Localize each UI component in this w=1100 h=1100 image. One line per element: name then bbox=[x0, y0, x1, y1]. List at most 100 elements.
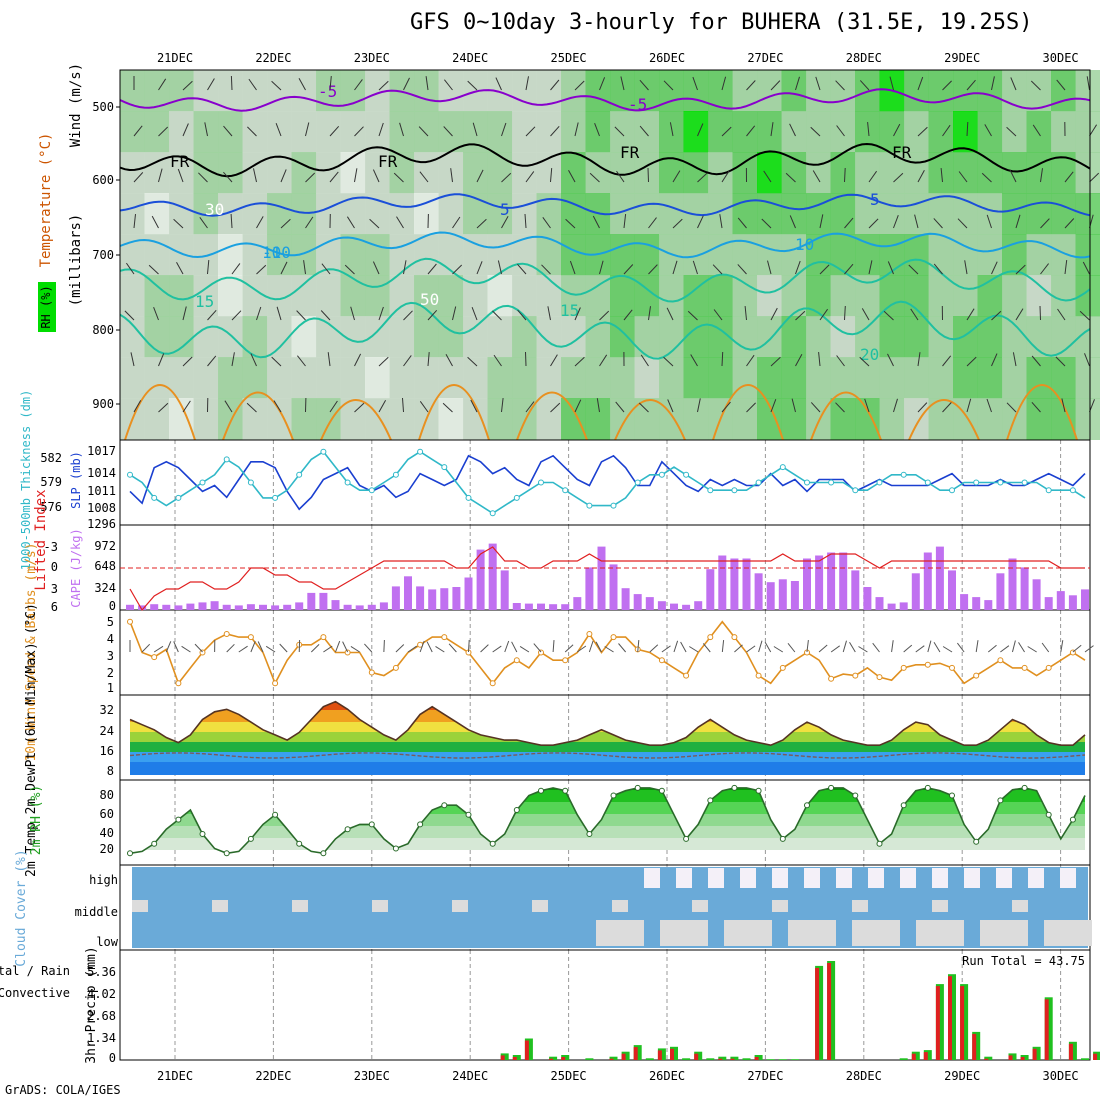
rh-cell bbox=[806, 357, 831, 399]
wind-barb bbox=[350, 306, 355, 321]
date-label-top: 24DEC bbox=[452, 51, 488, 65]
rh-cell bbox=[536, 316, 562, 358]
panel-frame bbox=[119, 439, 1091, 526]
rh-cell bbox=[830, 234, 856, 276]
date-label-top: 21DEC bbox=[157, 51, 193, 65]
wind-barb bbox=[182, 80, 193, 91]
wind-barb bbox=[966, 398, 972, 413]
wind-barb bbox=[427, 352, 430, 367]
rh-cell bbox=[953, 193, 978, 235]
wind-speed-line-point bbox=[538, 649, 544, 656]
precip-bar-convective bbox=[754, 1057, 759, 1060]
wind-barb bbox=[378, 400, 387, 413]
rh-cell bbox=[487, 193, 513, 235]
rh-line-point bbox=[272, 811, 279, 818]
wind-barb bbox=[690, 354, 698, 367]
cape-bar bbox=[827, 552, 836, 610]
wind-barb-10m bbox=[1000, 645, 1010, 653]
wind-barb-10m bbox=[872, 642, 880, 653]
cape-bar bbox=[391, 586, 400, 610]
wind-speed-line-point bbox=[828, 675, 835, 682]
wind-speed-line-point bbox=[562, 657, 569, 664]
wind-barb bbox=[663, 356, 674, 367]
cape-bar bbox=[863, 587, 872, 610]
wind-barb bbox=[789, 123, 796, 137]
wind-barb bbox=[280, 169, 287, 183]
wind-barb bbox=[713, 309, 723, 321]
wind-barb bbox=[492, 310, 502, 321]
wind-speed-line-point bbox=[489, 680, 496, 687]
wind-barb-10m bbox=[1018, 642, 1025, 653]
wind-barb bbox=[230, 75, 233, 91]
precip-bar-convective bbox=[730, 1058, 735, 1060]
wind-speed-line-point bbox=[586, 631, 593, 637]
wind-barb bbox=[198, 172, 208, 183]
wind-barb bbox=[721, 170, 730, 183]
wind-barb bbox=[914, 214, 919, 229]
wind-barb bbox=[697, 398, 701, 413]
wind-barb bbox=[893, 123, 901, 137]
wind-barb bbox=[1064, 218, 1075, 229]
rh-cell bbox=[610, 275, 635, 317]
wind-barb bbox=[942, 402, 952, 413]
wind-barb bbox=[638, 402, 649, 413]
rh-cell bbox=[169, 193, 194, 235]
cape-bar bbox=[488, 543, 497, 610]
rh-cell bbox=[193, 111, 219, 153]
credit-text: GrADS: COLA/IGES bbox=[5, 1083, 121, 1097]
cape-bar bbox=[512, 603, 521, 610]
precip-bar-convective bbox=[633, 1047, 638, 1060]
precip-bar-total bbox=[645, 1058, 654, 1060]
wind-barb bbox=[501, 172, 512, 183]
rh-cell bbox=[242, 111, 268, 153]
thickness-line-point bbox=[779, 464, 786, 471]
wind-barb bbox=[746, 125, 756, 137]
thickness-line-point bbox=[562, 487, 569, 494]
wind-barb bbox=[501, 398, 504, 413]
date-label-top: 22DEC bbox=[255, 51, 291, 65]
precip-bar-total bbox=[549, 1056, 558, 1060]
thickness-tick-label: 576 bbox=[40, 500, 62, 514]
wind-barb bbox=[303, 260, 306, 275]
wind-barb-10m bbox=[830, 645, 840, 653]
wind-barb bbox=[1082, 261, 1090, 275]
cloud-clear-low bbox=[1044, 920, 1060, 946]
rh-cell bbox=[928, 70, 954, 112]
precip-bar-total bbox=[899, 1058, 908, 1060]
rh-cell bbox=[561, 152, 586, 194]
thickness-line-point bbox=[973, 479, 980, 486]
wind-barb bbox=[815, 76, 821, 91]
rh-line-point bbox=[924, 784, 931, 791]
wind-barb bbox=[297, 355, 306, 367]
cape-bar bbox=[549, 604, 558, 610]
wind-barb bbox=[372, 169, 380, 183]
rh-cell bbox=[536, 111, 562, 153]
temperature-lobe bbox=[712, 384, 784, 441]
cape-bar bbox=[367, 604, 376, 610]
cloud-clear-high bbox=[708, 868, 724, 888]
precip-bar-convective bbox=[1093, 1053, 1098, 1060]
cape-bar bbox=[1044, 597, 1053, 610]
rh-line-point bbox=[876, 840, 883, 847]
precip-bar-convective bbox=[718, 1058, 723, 1060]
cape-bar bbox=[682, 604, 691, 610]
precip-tick-label: 1.34 bbox=[87, 1031, 116, 1045]
cape-bar bbox=[948, 570, 956, 610]
wind-speed-line-point bbox=[513, 657, 520, 664]
cloud-clear-high bbox=[644, 868, 660, 888]
rh-cell bbox=[120, 357, 145, 399]
rh-cell bbox=[977, 398, 1003, 440]
wind-barb bbox=[639, 79, 649, 91]
rh-cell bbox=[830, 111, 856, 153]
cloud-clear-low bbox=[660, 920, 676, 946]
thickness-line-point bbox=[852, 487, 859, 494]
wind-barb bbox=[148, 264, 159, 275]
precip-bar-total bbox=[778, 1059, 787, 1060]
rh-line-point bbox=[707, 797, 714, 804]
precip-bar-convective bbox=[923, 1052, 928, 1060]
wind-barb bbox=[991, 353, 998, 367]
temperature-contour bbox=[119, 142, 1091, 178]
temperature-lobe bbox=[614, 399, 686, 441]
wind-barb bbox=[1061, 398, 1066, 413]
cape-bar bbox=[633, 594, 642, 610]
